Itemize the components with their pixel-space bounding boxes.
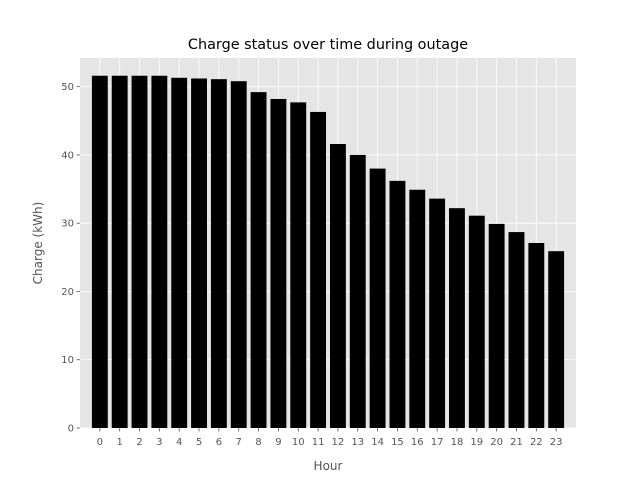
bar (449, 208, 465, 428)
x-tick-label: 4 (176, 437, 182, 448)
y-tick-label: 40 (61, 150, 74, 161)
bar (270, 98, 287, 428)
y-axis-label: Charge (kWh) (31, 202, 45, 285)
bar (290, 102, 307, 429)
x-tick-label: 1 (116, 437, 122, 448)
bar (171, 77, 188, 428)
x-tick-label: 15 (391, 437, 404, 448)
x-tick-label: 6 (216, 437, 222, 448)
x-tick-label: 16 (411, 437, 424, 448)
bar (131, 75, 148, 428)
x-tick-label: 2 (136, 437, 142, 448)
x-tick-label: 13 (351, 437, 364, 448)
bar (468, 215, 485, 428)
bar (548, 251, 565, 428)
x-tick-label: 19 (470, 437, 483, 448)
x-tick-label: 8 (255, 437, 261, 448)
chart-title: Charge status over time during outage (188, 37, 468, 53)
x-tick-label: 10 (292, 437, 305, 448)
bar (111, 75, 128, 428)
x-tick-label: 21 (510, 437, 523, 448)
bar (310, 111, 327, 429)
x-tick-label: 3 (156, 437, 162, 448)
x-tick-label: 5 (196, 437, 202, 448)
bar (349, 154, 366, 429)
bar (91, 75, 108, 428)
bar (488, 223, 505, 428)
x-tick-label: 9 (275, 437, 281, 448)
x-tick-label: 14 (371, 437, 384, 448)
x-tick-label: 18 (451, 437, 464, 448)
y-tick-label: 0 (68, 424, 74, 435)
y-tick-label: 20 (61, 287, 74, 298)
bar (210, 79, 227, 429)
y-axis-ticks: 0 10 20 30 40 50 (61, 82, 80, 435)
bar (230, 81, 247, 429)
bars (91, 75, 565, 429)
x-tick-label: 7 (236, 437, 242, 448)
x-axis-ticks: 0 1 2 3 4 5 6 7 8 9 10 11 12 13 14 15 16 17 18 19 20 21 22 23 (97, 428, 563, 448)
bar (250, 92, 267, 428)
x-tick-label: 12 (332, 437, 345, 448)
x-tick-label: 11 (312, 437, 325, 448)
bar (508, 232, 525, 428)
bar (409, 189, 426, 428)
x-tick-label: 22 (530, 437, 543, 448)
x-axis-label: Hour (314, 459, 343, 473)
bar (369, 168, 386, 429)
bar (191, 78, 207, 428)
y-tick-label: 30 (61, 219, 74, 230)
y-tick-label: 50 (61, 82, 74, 93)
bar (528, 243, 545, 428)
bar (329, 144, 346, 428)
bar (151, 75, 168, 428)
x-tick-label: 17 (431, 437, 444, 448)
x-tick-label: 23 (550, 437, 563, 448)
bar (389, 180, 406, 428)
x-tick-label: 0 (97, 437, 103, 448)
bar (429, 198, 446, 428)
y-tick-label: 10 (61, 355, 74, 366)
x-tick-label: 20 (490, 437, 503, 448)
